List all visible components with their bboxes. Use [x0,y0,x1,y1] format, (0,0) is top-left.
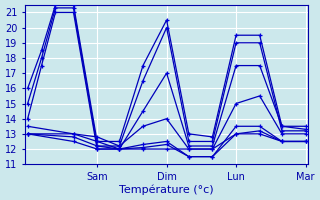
X-axis label: Température (°c): Température (°c) [119,185,214,195]
